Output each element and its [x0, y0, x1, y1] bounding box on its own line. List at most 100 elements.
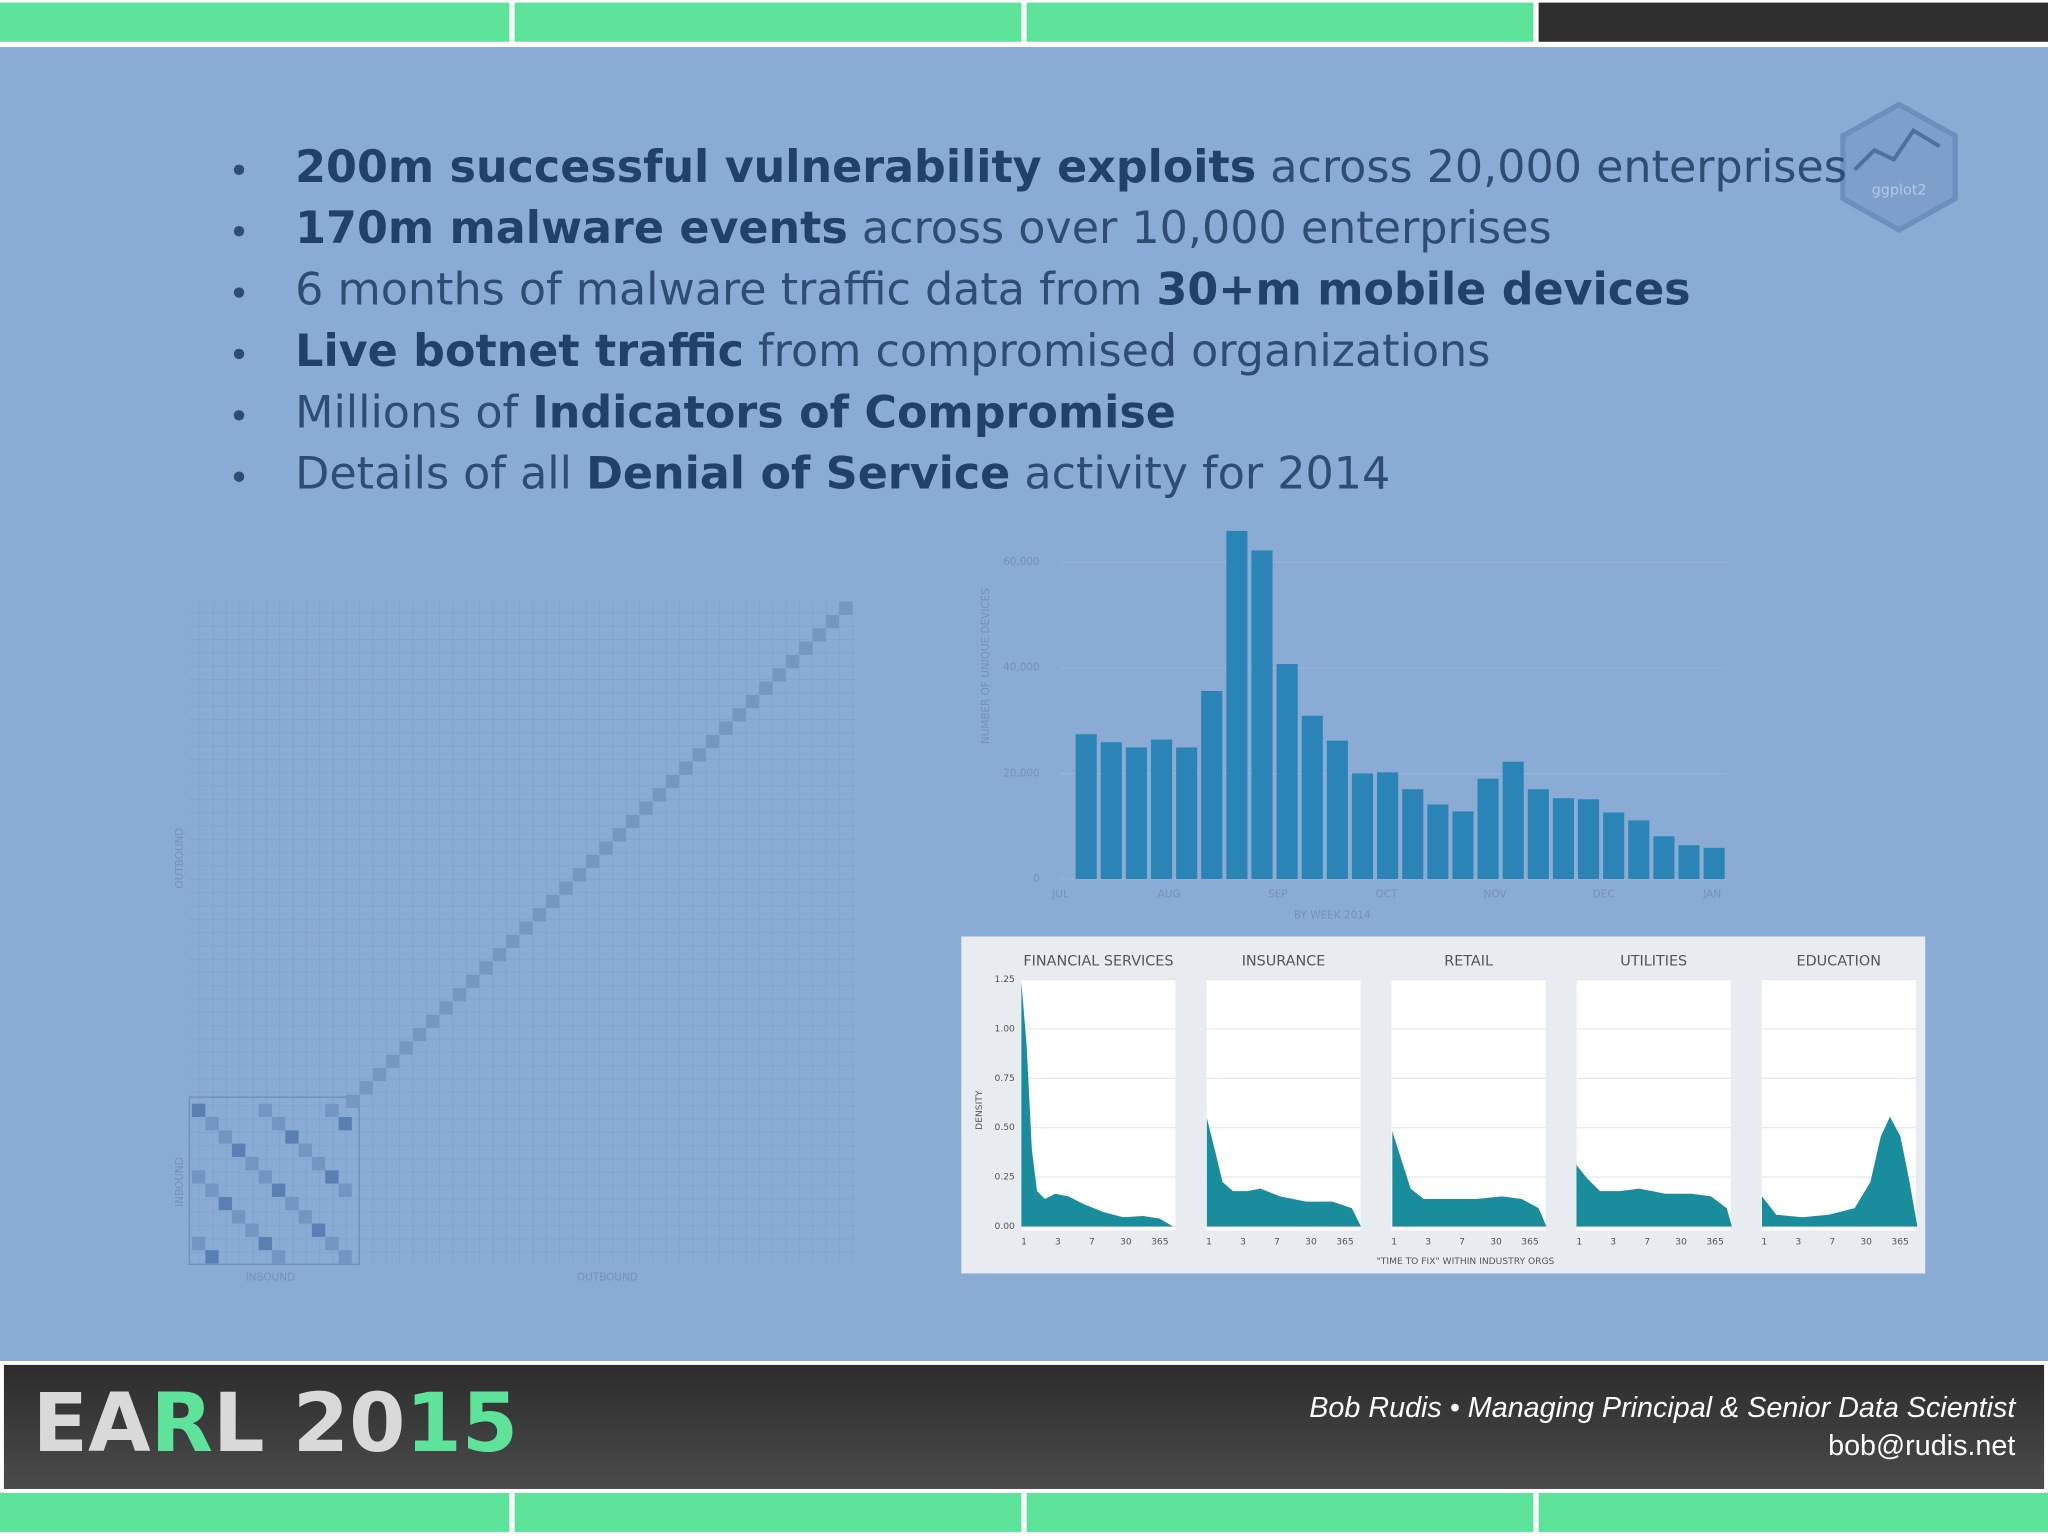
- heatmap-cell: [298, 1210, 312, 1224]
- header-bar: [0, 2, 510, 42]
- facet-title: UTILITIES: [1620, 953, 1687, 969]
- facet-x-tick: 7: [1829, 1238, 1835, 1248]
- density-y-tick: 0.00: [995, 1222, 1016, 1232]
- heatmap-cell: [271, 1183, 286, 1197]
- facet-plot: [1576, 979, 1731, 1231]
- bullet-segment: Denial of Service: [586, 449, 1010, 500]
- bar: [1075, 734, 1097, 880]
- heatmap-cell: [612, 828, 626, 842]
- facet-x-tick: 1: [1761, 1238, 1767, 1248]
- bullet-segment: across 20,000 enterprises: [1256, 142, 1847, 193]
- density-curve: [1761, 1116, 1918, 1227]
- y-tick-label: 40,000: [1003, 662, 1040, 674]
- email: bob@rudis.net: [1828, 1430, 2015, 1462]
- heatmap-cell: [825, 614, 840, 629]
- bar: [1377, 772, 1399, 880]
- heatmap-cell: [271, 1116, 286, 1131]
- logo-line: [1853, 127, 1941, 172]
- month-label: NOV: [1484, 889, 1508, 901]
- heatmap-cell: [205, 1116, 219, 1131]
- heatmap-cell: [799, 641, 813, 655]
- facet-x-tick: 1: [1576, 1238, 1582, 1248]
- bar: [1176, 747, 1198, 880]
- heatmap-cell: [399, 1041, 413, 1055]
- bar: [1150, 739, 1173, 880]
- heatmap-cell: [311, 1223, 326, 1237]
- bar: [1201, 690, 1223, 880]
- heatmap-cell: [271, 1250, 286, 1264]
- facet-x-tick: 3: [1795, 1238, 1801, 1248]
- brand-logo: EARL 2015: [33, 1377, 519, 1471]
- heatmap-cell: [346, 1094, 360, 1108]
- bar: [1603, 812, 1625, 880]
- heatmap-cell: [311, 1156, 326, 1171]
- heatmap-cell: [492, 947, 506, 962]
- heatmap-cell: [439, 1001, 453, 1015]
- heatmap-cell: [192, 1236, 206, 1251]
- bar: [1125, 747, 1147, 880]
- heatmap-block: [188, 1096, 360, 1265]
- facet-title: INSURANCE: [1242, 953, 1326, 969]
- heatmap-cell: [652, 788, 666, 802]
- heatmap-cell: [338, 1116, 352, 1131]
- facet-x-tick: 7: [1274, 1238, 1280, 1248]
- heatmap-cell: [545, 894, 560, 909]
- heatmap-cell: [192, 1103, 206, 1117]
- month-label: JUL: [1051, 889, 1069, 901]
- heatmap-cell: [285, 1196, 299, 1211]
- heatmap-cell: [258, 1103, 272, 1117]
- heatmap-cell: [719, 721, 733, 735]
- heatmap-cell: [599, 841, 613, 855]
- bullet-text: 200m successful vulnerability exploits a…: [295, 142, 1847, 193]
- brand-segment: R: [151, 1377, 213, 1471]
- facet-x-tick: 3: [1055, 1238, 1061, 1248]
- heatmap-cell: [759, 681, 773, 695]
- bar: [1703, 847, 1725, 880]
- facet-x-tick: 365: [1521, 1238, 1539, 1248]
- heatmap-cell: [338, 1250, 352, 1264]
- footer-bar: [514, 1492, 1022, 1533]
- density-curve: [1392, 1131, 1547, 1227]
- facet-x-tick: 1: [1206, 1238, 1212, 1248]
- bar: [1427, 804, 1449, 880]
- bullet-segment: Details of all: [295, 449, 586, 500]
- density-curve: [1021, 982, 1173, 1227]
- density-y-label: DENSITY: [975, 1090, 985, 1130]
- heatmap-cell: [372, 1067, 387, 1082]
- heatmap-cell: [679, 761, 693, 775]
- heatmap-cell: [298, 1143, 312, 1157]
- facet-x-tick: 365: [1336, 1238, 1354, 1248]
- bullet-dot: [233, 287, 245, 298]
- density-y-tick: 0.75: [995, 1074, 1016, 1084]
- density-y-tick: 1.00: [995, 1024, 1016, 1034]
- bar: [1301, 715, 1323, 880]
- bullet-text: Millions of Indicators of Compromise: [295, 387, 1176, 438]
- footer-bar: [1026, 1492, 1534, 1533]
- bullet-dot: [233, 164, 245, 176]
- month-label: JAN: [1702, 889, 1721, 901]
- heatmap-x-label: INBOUND: [246, 1271, 296, 1283]
- density-y-tick: 1.25: [995, 975, 1016, 985]
- header-bar: [514, 2, 1022, 42]
- author: Bob Rudis • Managing Principal & Senior …: [1309, 1392, 2016, 1424]
- month-label: OCT: [1376, 889, 1399, 901]
- heatmap-cell: [705, 734, 720, 749]
- bar: [1477, 778, 1499, 880]
- density-panel: DENSITY "TIME TO FIX" WITHIN INDUSTRY OR…: [961, 936, 1926, 1274]
- heatmap-cell: [466, 974, 480, 988]
- logo-hexagon: [1840, 101, 1958, 233]
- facet-x-tick: 3: [1610, 1238, 1616, 1248]
- density-y-tick: 0.50: [995, 1123, 1016, 1133]
- bullet-segment: across over 10,000 enterprises: [848, 203, 1552, 254]
- density-x-label: "TIME TO FIX" WITHIN INDUSTRY ORGS: [1377, 1257, 1555, 1267]
- facet-x-tick: 30: [1120, 1238, 1132, 1248]
- density-curve: [1576, 1165, 1732, 1227]
- facet-plot: [1206, 979, 1361, 1231]
- bullet-segment: 200m successful vulnerability exploits: [295, 142, 1256, 193]
- facet-x-tick: 7: [1089, 1238, 1095, 1248]
- heatmap-cell: [325, 1236, 339, 1251]
- bullet-text: Details of all Denial of Service activit…: [295, 449, 1390, 500]
- heatmap-cell: [572, 868, 586, 882]
- heatmap-cell: [559, 881, 573, 895]
